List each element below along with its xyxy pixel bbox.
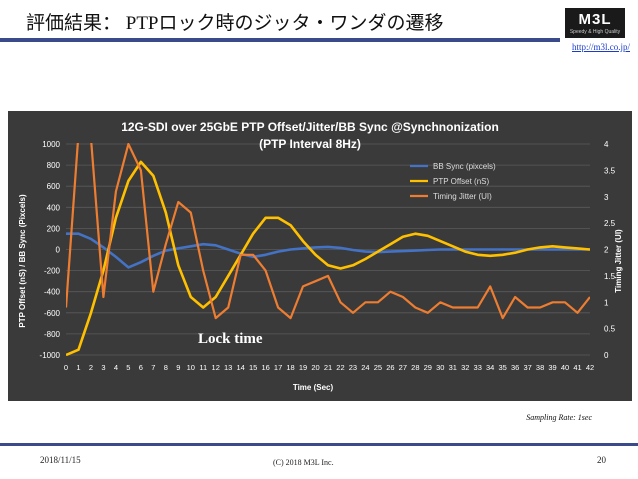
legend-label: PTP Offset (nS) — [433, 177, 490, 186]
x-tick-label: 39 — [548, 363, 556, 372]
chart-legend: BB Sync (pixcels) PTP Offset (nS) Timing J… — [410, 162, 496, 201]
y-tick-label: 1000 — [42, 140, 60, 149]
x-tick-label: 37 — [523, 363, 531, 372]
chart-subtitle: (PTP Interval 8Hz) — [259, 137, 361, 151]
y-tick-label: -400 — [44, 288, 61, 297]
y-tick-label: 800 — [47, 161, 61, 170]
x-tick-label: 4 — [114, 363, 118, 372]
x-tick-label: 8 — [164, 363, 168, 372]
x-tick-label: 33 — [474, 363, 482, 372]
x-tick-label: 14 — [236, 363, 244, 372]
x-tick-label: 7 — [151, 363, 155, 372]
sampling-rate-note: Sampling Rate: 1sec — [526, 413, 592, 422]
logo-text: M3L — [578, 11, 612, 28]
lock-time-annotation: Lock time — [198, 331, 263, 347]
y-tick-label: 400 — [47, 203, 61, 212]
x-tick-label: 1 — [76, 363, 80, 372]
y2-tick-label: 0 — [604, 351, 609, 360]
y-tick-label: 200 — [47, 224, 61, 233]
y-tick-label: -1000 — [40, 351, 61, 360]
x-tick-label: 28 — [411, 363, 419, 372]
x-tick-label: 16 — [261, 363, 269, 372]
y2-tick-label: 2.5 — [604, 219, 616, 228]
x-axis-ticks: 0 1 2 3 4 5 6 7 8 9 10 11 12 13 14 15 16 17 18 19 20 21 22 23 24… — [64, 363, 594, 372]
y-tick-label: -600 — [44, 309, 61, 318]
y-axis-ticks: 1000 800 600 400 200 0 -200 -400 -600 -800 -1000 — [40, 140, 61, 360]
y2-tick-label: 4 — [604, 140, 609, 149]
x-tick-label: 30 — [436, 363, 444, 372]
x-tick-label: 21 — [324, 363, 332, 372]
x-tick-label: 36 — [511, 363, 519, 372]
x-tick-label: 41 — [573, 363, 581, 372]
x-tick-label: 23 — [349, 363, 357, 372]
footer-rule — [0, 443, 638, 446]
series-line-3 — [66, 143, 590, 320]
x-tick-label: 26 — [386, 363, 394, 372]
x-tick-label: 5 — [126, 363, 130, 372]
y2-axis-label: Timing Jitter (UI) — [614, 229, 623, 293]
x-tick-label: 32 — [461, 363, 469, 372]
x-tick-label: 27 — [399, 363, 407, 372]
x-tick-label: 20 — [311, 363, 319, 372]
x-tick-label: 12 — [212, 363, 220, 372]
page-number: 20 — [597, 455, 606, 465]
x-tick-label: 11 — [199, 363, 207, 372]
footer-copyright: (C) 2018 M3L Inc. — [273, 458, 334, 467]
legend-label: BB Sync (pixcels) — [433, 162, 496, 171]
slide-title: 評価結果： PTPロック時のジッタ・ワンダの遷移 — [26, 13, 444, 34]
company-url-link[interactable]: http://m3l.co.jp/ — [572, 42, 630, 52]
x-tick-label: 3 — [101, 363, 105, 372]
title-underline — [0, 38, 560, 42]
y-axis-label: PTP Offset (nS) / BB Sync (Pixcels) — [18, 194, 27, 328]
y2-tick-label: 1 — [604, 298, 609, 307]
x-tick-label: 24 — [361, 363, 369, 372]
x-tick-label: 34 — [486, 363, 494, 372]
y-tick-label: 0 — [56, 246, 61, 255]
x-axis-label: Time (Sec) — [293, 383, 334, 392]
x-tick-label: 13 — [224, 363, 232, 372]
x-tick-label: 42 — [586, 363, 594, 372]
y2-tick-label: 0.5 — [604, 325, 616, 334]
chart-grid — [66, 143, 590, 356]
y2-tick-label: 2 — [604, 246, 609, 255]
x-tick-label: 18 — [286, 363, 294, 372]
x-tick-label: 35 — [498, 363, 506, 372]
chart-container: 1000 800 600 400 200 0 -200 -400 -600 -800 -1000 4… — [8, 111, 632, 401]
x-tick-label: 29 — [424, 363, 432, 372]
x-tick-label: 25 — [374, 363, 382, 372]
x-tick-label: 10 — [187, 363, 195, 372]
y2-tick-label: 1.5 — [604, 272, 616, 281]
series-line-2 — [66, 160, 590, 356]
y-tick-label: -200 — [44, 267, 61, 276]
series-line-1 — [66, 232, 590, 269]
x-tick-label: 40 — [561, 363, 569, 372]
x-tick-label: 9 — [176, 363, 180, 372]
x-tick-label: 0 — [64, 363, 68, 372]
logo-tagline: Speedy & High Quality — [569, 29, 621, 35]
y-tick-label: 600 — [47, 182, 61, 191]
legend-label: Timing Jitter (UI) — [433, 192, 492, 201]
chart-title: 12G-SDI over 25GbE PTP Offset/Jitter/BB … — [121, 120, 499, 134]
x-tick-label: 15 — [249, 363, 257, 372]
footer-date: 2018/11/15 — [40, 455, 81, 465]
x-tick-label: 17 — [274, 363, 282, 372]
x-tick-label: 2 — [89, 363, 93, 372]
x-tick-label: 38 — [536, 363, 544, 372]
chart-background — [8, 111, 632, 401]
y2-tick-label: 3.5 — [604, 166, 616, 175]
y2-tick-label: 3 — [604, 193, 609, 202]
y-tick-label: -800 — [44, 330, 61, 339]
chart-series-lines — [66, 143, 590, 356]
y2-axis-ticks: 4 3.5 3 2.5 2 1.5 1 0.5 0 — [604, 140, 616, 360]
x-tick-label: 31 — [449, 363, 457, 372]
x-tick-label: 19 — [299, 363, 307, 372]
x-tick-label: 22 — [336, 363, 344, 372]
x-tick-label: 6 — [139, 363, 143, 372]
company-logo: M3L Speedy & High Quality — [565, 8, 625, 38]
